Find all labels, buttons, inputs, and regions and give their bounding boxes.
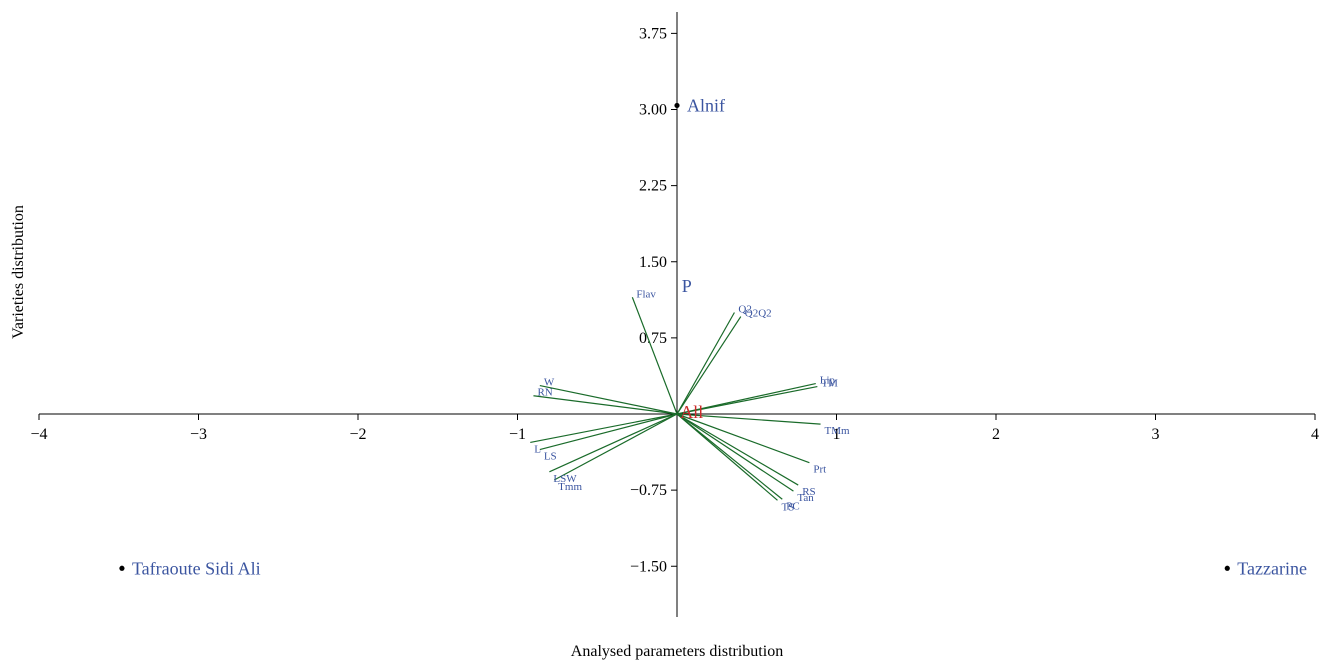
vector-label-flav: Flav bbox=[636, 288, 656, 300]
vector-ts bbox=[676, 413, 778, 501]
x-tick-label: −1 bbox=[509, 426, 526, 443]
x-tick-label: 4 bbox=[1311, 426, 1319, 443]
vector-label-tm: TM bbox=[821, 378, 838, 390]
vector-flav bbox=[631, 297, 678, 415]
vector-label-pc: PC bbox=[786, 500, 799, 512]
site-point bbox=[1224, 565, 1230, 571]
vector-rs bbox=[676, 413, 799, 486]
vector-label-l: L bbox=[534, 443, 541, 455]
y-tick-label: 3.00 bbox=[639, 102, 667, 119]
vector-w bbox=[539, 384, 678, 415]
vector-label-rn: RN bbox=[537, 387, 552, 399]
vector-label-prt: Prt bbox=[813, 464, 826, 476]
vector-tm bbox=[676, 386, 818, 415]
vector-prt bbox=[676, 413, 810, 464]
vector-label-tmm: Tmm bbox=[558, 481, 582, 493]
vector-label-tan: Tan bbox=[797, 492, 814, 504]
vector-label-ls: LS bbox=[544, 451, 557, 463]
x-tick-label: 1 bbox=[833, 426, 841, 443]
x-tick-label: 3 bbox=[1152, 426, 1160, 443]
y-tick-label: 0.75 bbox=[639, 330, 667, 347]
y-axis-title: Varieties distribution bbox=[10, 205, 27, 339]
axes bbox=[39, 12, 1315, 617]
y-tick-label: 3.75 bbox=[639, 25, 667, 42]
site-points: Alnif Tafraoute Sidi Ali Tazzarine bbox=[119, 95, 1307, 578]
vector-q2 bbox=[676, 312, 735, 415]
vector-label-lip: Lip bbox=[820, 375, 836, 387]
y-tick-label: 2.25 bbox=[639, 178, 667, 195]
vector-label-tmm: TMm bbox=[825, 425, 851, 437]
vector-q2q2 bbox=[676, 316, 742, 415]
vector-lines bbox=[530, 297, 821, 501]
group-label: All bbox=[680, 402, 703, 422]
site-label: Alnif bbox=[687, 95, 725, 115]
x-tick-label: −3 bbox=[190, 426, 207, 443]
vector-tmm bbox=[553, 413, 678, 481]
x-tick-label: −4 bbox=[30, 426, 47, 443]
y-ticks: 3.75 3.00 2.25 1.50 0.75 −0.75 −1.50 bbox=[630, 25, 677, 575]
site-label: Tafraoute Sidi Ali bbox=[132, 558, 261, 578]
vector-pc bbox=[676, 413, 783, 500]
site-label: Tazzarine bbox=[1237, 558, 1307, 578]
site-point bbox=[674, 102, 680, 109]
x-tick-label: 2 bbox=[992, 426, 1000, 443]
y-tick-label: −1.50 bbox=[630, 558, 667, 575]
vector-label-q2: Q2 bbox=[738, 304, 751, 316]
y-tick-label: 1.50 bbox=[639, 254, 667, 271]
vector-rn bbox=[533, 395, 678, 415]
vector-label-q2q2: Q2Q2 bbox=[745, 308, 772, 320]
site-point bbox=[119, 565, 125, 571]
vector-ls bbox=[539, 413, 678, 451]
vector-lsw bbox=[549, 413, 678, 473]
y-tick-label: −0.75 bbox=[630, 482, 667, 499]
group-label: P bbox=[682, 276, 692, 296]
vector-label-lsw: LSW bbox=[553, 473, 577, 485]
vector-l bbox=[530, 413, 678, 444]
vector-tmm bbox=[676, 413, 821, 425]
vector-label-ts: TS bbox=[781, 501, 794, 513]
x-ticks: −4 −3 −2 −1 1 2 3 4 bbox=[30, 414, 1319, 443]
group-labels: P All bbox=[680, 276, 703, 422]
vector-label-w: W bbox=[544, 377, 555, 389]
x-axis-title: Analysed parameters distribution bbox=[571, 643, 783, 660]
vector-label-rs: RS bbox=[802, 486, 815, 498]
x-tick-label: −2 bbox=[349, 426, 366, 443]
vector-tan bbox=[676, 413, 794, 492]
